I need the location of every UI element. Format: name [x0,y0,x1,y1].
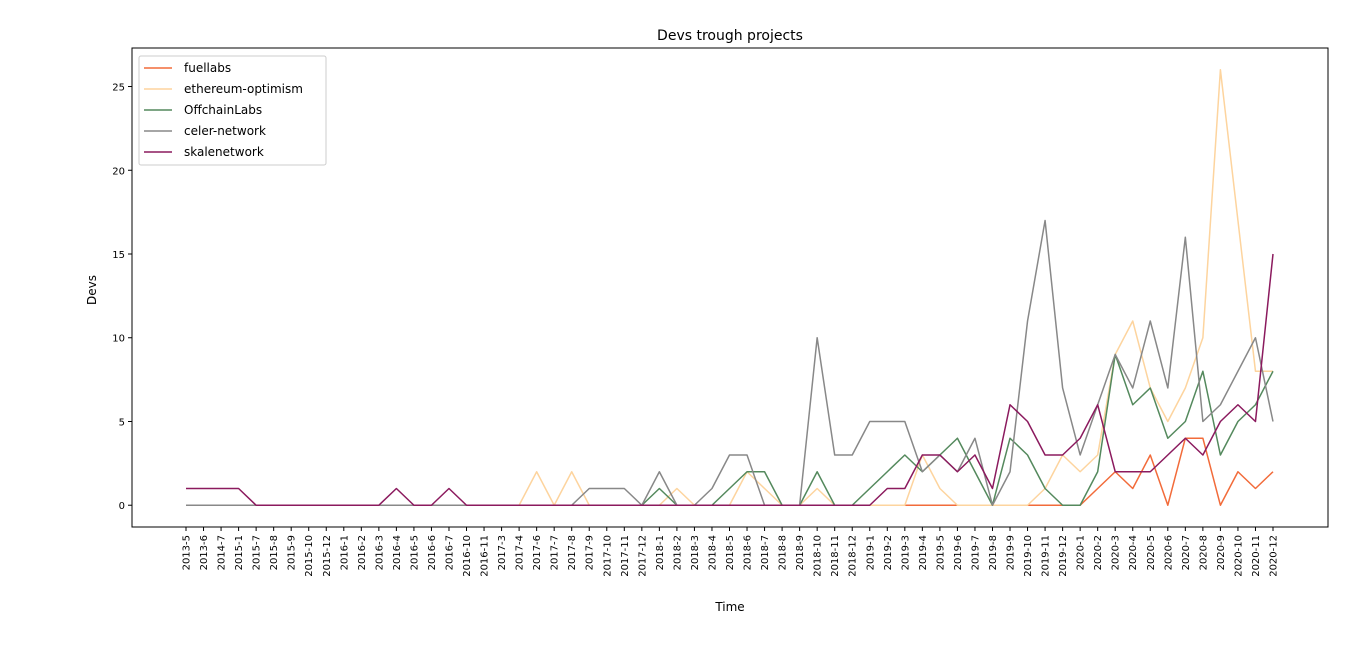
x-tick-label: 2018-8 [778,535,789,570]
series-line-fuellabs [186,437,1274,506]
x-tick-label: 2019-1 [865,535,876,570]
y-tick-label: 20 [112,166,125,177]
x-tick-label: 2019-8 [988,535,999,570]
x-tick-label: 2016-1 [339,535,350,570]
x-tick-label: 2015-10 [304,535,315,577]
x-tick-label: 2018-7 [760,535,771,570]
x-tick-label: 2020-9 [1216,535,1227,570]
legend: fuellabs ethereum-optimism OffchainLabs cel… [138,55,327,166]
x-tick-label: 2018-11 [830,535,841,577]
x-tick-label: 2016-7 [444,535,455,570]
y-tick-label: 15 [112,250,125,261]
x-tick-label: 2017-7 [550,535,561,570]
x-tick-label: 2018-10 [813,535,824,577]
x-tick-label: 2013-6 [199,535,210,570]
x-tick-label: 2016-6 [427,535,438,570]
x-tick-label: 2019-4 [918,535,929,570]
x-tick-label: 2019-12 [1058,535,1069,577]
y-tick-label: 25 [112,83,125,94]
series-line-celer-network [186,219,1274,506]
x-tick-label: 2020-4 [1128,535,1139,570]
x-tick-label: 2018-9 [795,535,806,570]
x-tick-label: 2018-3 [690,535,701,570]
y-axis-title: Devs [85,275,99,305]
x-tick-label: 2017-8 [567,535,578,570]
series-line-skalenetwork [186,253,1274,506]
x-tick-label: 2017-10 [602,535,613,577]
x-tick-label: 2018-6 [743,535,754,570]
legend-label-ethereum-optimism: ethereum-optimism [184,82,303,96]
x-tick-label: 2018-2 [672,535,683,570]
y-tick-label: 5 [119,417,125,428]
legend-label-celer-network: celer-network [184,124,266,138]
x-tick-label: 2016-5 [409,535,420,570]
x-tick-label: 2017-9 [585,535,596,570]
x-tick-label: 2019-11 [1041,535,1052,577]
x-tick-label: 2019-10 [1023,535,1034,577]
x-tick-label: 2019-7 [970,535,981,570]
x-tick-label: 2019-9 [1006,535,1017,570]
series-lines [186,69,1274,506]
x-tick-label: 2020-6 [1163,535,1174,570]
x-tick-label: 2020-7 [1181,535,1192,570]
x-tick-label: 2015-7 [252,535,263,570]
x-tick-label: 2017-4 [515,535,526,570]
x-tick-label: 2016-4 [392,535,403,570]
y-tick-label: 10 [112,334,125,345]
x-axis: 2013-5 2013-6 2014-7 2015-1 2015-7 2015-8 2015… [182,527,1280,577]
legend-box [138,55,327,166]
x-tick-label: 2016-11 [480,535,491,577]
x-tick-label: 2013-5 [182,535,193,570]
legend-label-skalenetwork: skalenetwork [184,145,264,159]
x-tick-label: 2020-3 [1111,535,1122,570]
x-tick-label: 2020-5 [1146,535,1157,570]
x-tick-label: 2016-2 [357,535,368,570]
x-tick-label: 2019-6 [953,535,964,570]
series-line-ethereum-optimism [186,69,1273,506]
y-tick-label: 0 [119,501,125,512]
x-tick-label: 2020-12 [1269,535,1280,577]
x-axis-title: Time [714,600,744,614]
legend-label-offchainlabs: OffchainLabs [184,103,262,117]
x-tick-label: 2018-1 [655,535,666,570]
x-tick-label: 2016-3 [374,535,385,570]
x-tick-label: 2015-12 [322,535,333,577]
x-tick-label: 2016-10 [462,535,473,577]
x-tick-label: 2015-9 [287,535,298,570]
x-tick-label: 2018-4 [707,535,718,570]
x-tick-label: 2014-7 [217,535,228,570]
x-tick-label: 2020-10 [1233,535,1244,577]
x-tick-label: 2020-11 [1251,535,1262,577]
legend-label-fuellabs: fuellabs [184,61,231,75]
x-tick-label: 2019-2 [883,535,894,570]
x-tick-label: 2017-3 [497,535,508,570]
x-tick-label: 2015-8 [269,535,280,570]
x-tick-label: 2019-3 [900,535,911,570]
chart-title: Devs trough projects [657,28,803,44]
x-tick-label: 2018-12 [848,535,859,577]
x-tick-label: 2015-1 [234,535,245,570]
x-tick-label: 2020-2 [1093,535,1104,570]
y-axis: 0 5 10 15 20 25 [112,83,132,512]
x-tick-label: 2017-11 [620,535,631,577]
series-line-offchainlabs [186,353,1274,506]
x-tick-label: 2020-8 [1198,535,1209,570]
x-tick-label: 2019-5 [935,535,946,570]
x-tick-label: 2020-1 [1076,535,1087,570]
x-tick-label: 2018-5 [725,535,736,570]
x-tick-label: 2017-12 [637,535,648,577]
x-tick-label: 2017-6 [532,535,543,570]
